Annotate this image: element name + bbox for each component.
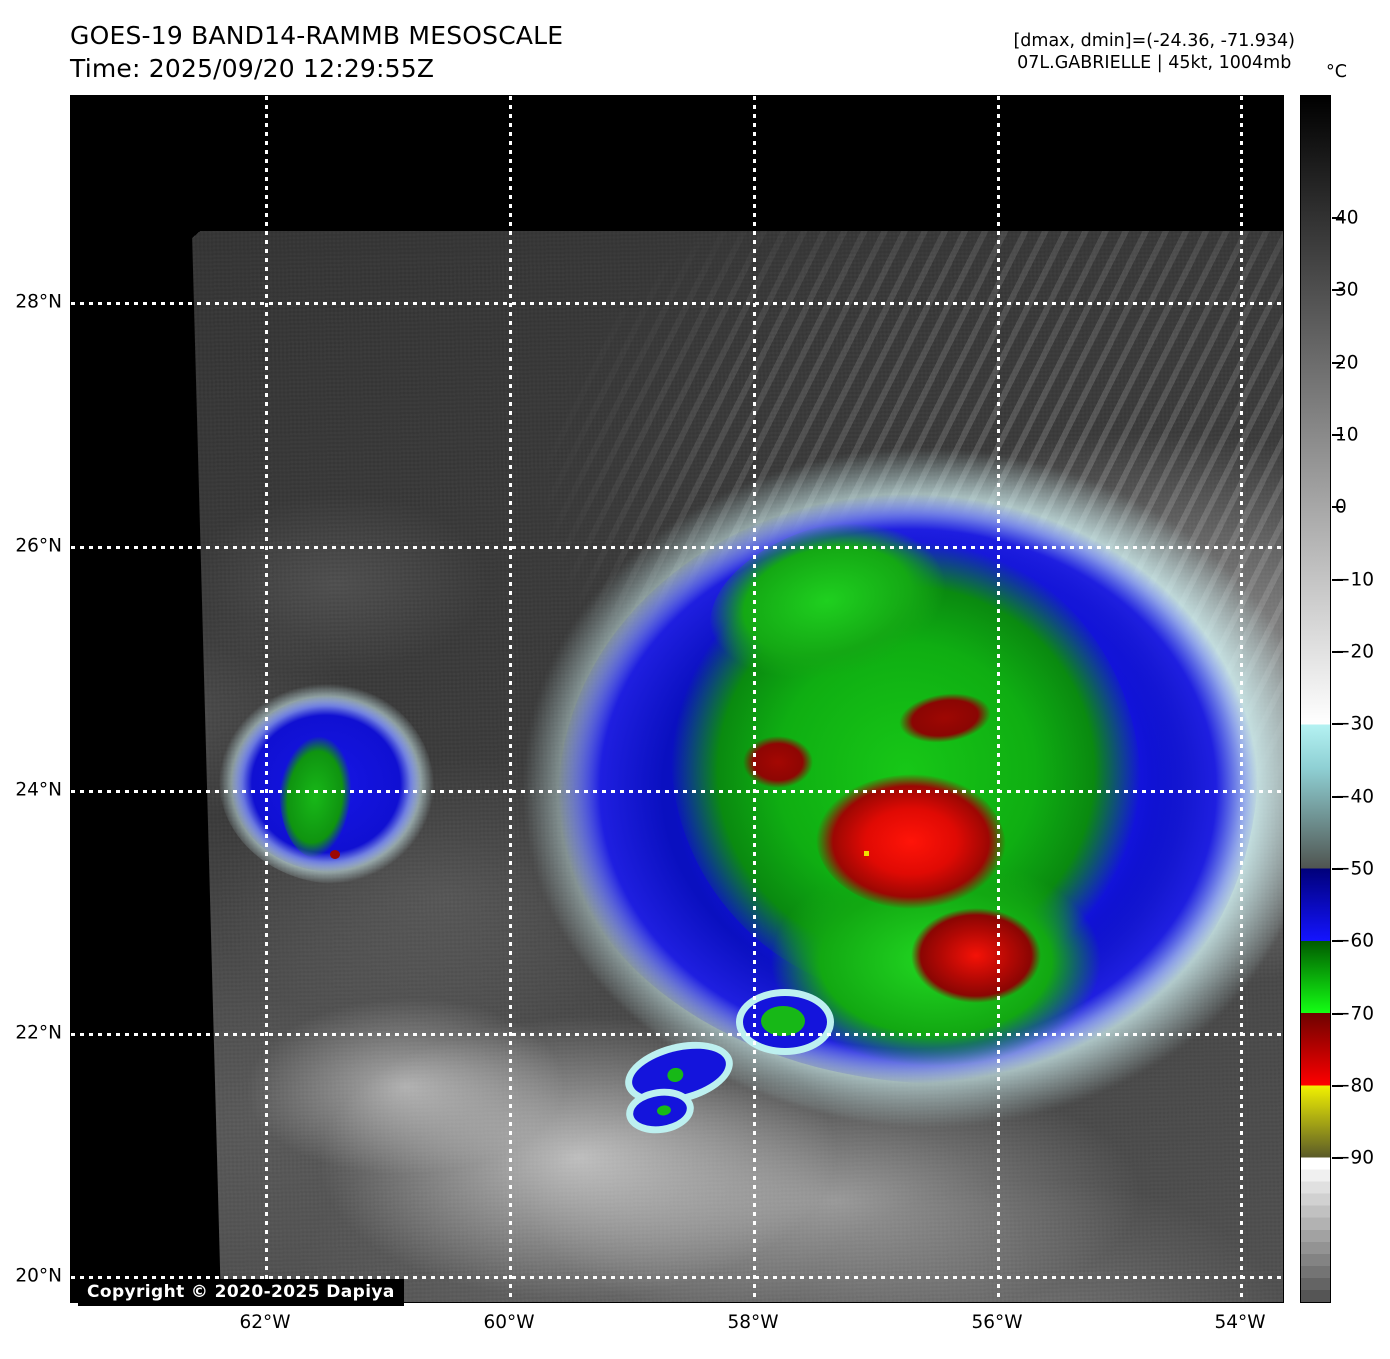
gridline-lon-60 [509,96,512,1302]
lon-label-62: 62°W [239,1312,291,1333]
offswath-top [71,96,1283,231]
colorbar-tick-mark-0 [1332,506,1343,509]
colorbar-tick-mark--20 [1332,650,1343,653]
gridline-lat-28 [71,302,1283,305]
colorbar-tick-label--60: −60 [1335,930,1375,952]
storm-red-core [816,774,1006,909]
colorbar-tick-mark--30 [1332,723,1343,726]
colorbar-tick-mark-20 [1332,361,1343,364]
product-title: GOES-19 BAND14-RAMMB MESOSCALE [70,21,564,50]
colorbar-tick-label-40: 40 [1335,207,1359,229]
colorbar-tick-label-30: 30 [1335,279,1359,301]
gridline-lat-26 [71,546,1283,549]
map-clip [71,96,1283,1302]
colorbar-tick-label--30: −30 [1335,713,1375,735]
satellite-image-panel[interactable] [70,95,1284,1303]
offswath-topleft-triangle [71,204,231,344]
timestamp: Time: 2025/09/20 12:29:55Z [70,53,435,83]
colorbar-tick-label--10: −10 [1335,569,1375,591]
gridline-lon-58 [753,96,756,1302]
colorbar-gradient [1301,96,1330,1302]
colorbar-tick-mark-10 [1332,433,1343,436]
colorbar-tick-mark-30 [1332,289,1343,292]
gridline-lon-62 [265,96,268,1302]
lon-label-54: 54°W [1214,1312,1266,1333]
colorbar-unit-label: °C [1326,62,1347,82]
colorbar-tick-label--50: −50 [1335,858,1375,880]
secondary-cell-red [330,850,340,859]
temperature-colorbar[interactable] [1300,95,1331,1303]
colorbar-tick-label--20: −20 [1335,641,1375,663]
dmax-dmin-readout: [dmax, dmin]=(-24.36, -71.934) [1013,31,1295,51]
colorbar-tick-label--90: −90 [1335,1147,1375,1169]
colorbar-tick-label--80: −80 [1335,1075,1375,1097]
lon-label-60: 60°W [483,1312,535,1333]
lat-label-20: 20°N [15,1265,62,1287]
colorbar-tick-label--40: −40 [1335,786,1375,808]
colorbar-tick-mark--40 [1332,795,1343,798]
detached-cell-b [623,1084,697,1138]
colorbar-tick-mark--50 [1332,867,1343,870]
colorbar-tick-mark--10 [1332,578,1343,581]
colorbar-tick-label--70: −70 [1335,1003,1375,1025]
colorbar-tick-mark--60 [1332,940,1343,943]
metadata-block: [dmax, dmin]=(-24.36, -71.934) 07L.GABRI… [1013,30,1295,75]
lon-label-56: 56°W [971,1312,1023,1333]
page-title: GOES-19 BAND14-RAMMB MESOSCALE Time: 202… [70,20,563,85]
colorbar-tick-label-0: 0 [1335,496,1347,518]
lat-label-22: 22°N [15,1022,62,1044]
colorbar-tick-label-20: 20 [1335,352,1359,374]
gridline-lat-22 [71,1033,1283,1036]
storm-red-core-south [911,908,1041,1003]
lat-label-24: 24°N [15,779,62,801]
lon-label-58: 58°W [727,1312,779,1333]
colorbar-tick-mark--80 [1332,1084,1343,1087]
gridline-lat-24 [71,790,1283,793]
gridline-lon-54 [1240,96,1243,1302]
gridline-lon-56 [997,96,1000,1302]
colorbar-tick-mark--90 [1332,1157,1343,1160]
detached-cell-c-green [761,1006,805,1036]
copyright-watermark: Copyright © 2020-2025 Dapiya [78,1279,404,1306]
colorbar-tick-mark--70 [1332,1012,1343,1015]
lat-label-26: 26°N [15,535,62,557]
colorbar-tick-label-10: 10 [1335,424,1359,446]
coldest-pixel-marker [864,851,869,856]
gridline-lat-20 [71,1276,1283,1279]
colorbar-tick-mark-40 [1332,216,1343,219]
detached-cell-c [736,989,834,1055]
lat-label-28: 28°N [15,291,62,313]
storm-info: 07L.GABRIELLE | 45kt, 1004mb [1017,53,1292,74]
